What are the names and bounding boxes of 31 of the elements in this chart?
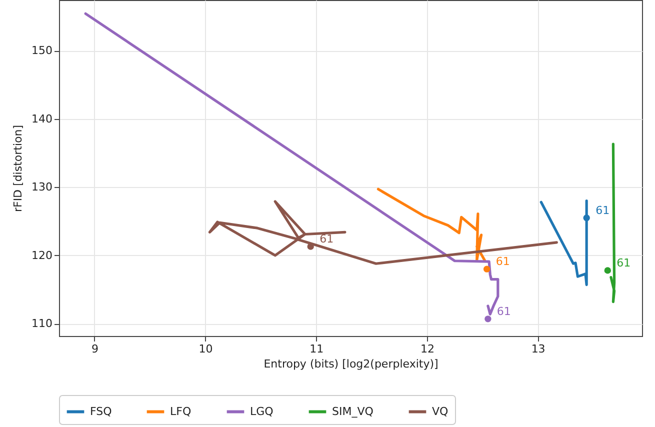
legend-label: FSQ [90,404,112,418]
annotation: 61 [320,232,334,246]
annotation: 61 [616,256,631,270]
annotation: 61 [496,255,510,268]
y-tick-label: 110 [32,317,52,330]
line-series [610,142,616,304]
point [583,214,590,222]
y-tick-label: 120 [32,248,52,262]
annotation: 61 [496,304,511,318]
x-tick-label: 13 [531,342,546,356]
x-tick-label: 9 [91,342,98,356]
point [307,243,314,250]
legend-label: LGQ [250,404,274,418]
point [484,316,492,322]
x-tick-label: 10 [198,342,213,356]
point [483,266,490,272]
annotation: 61 [596,204,610,217]
legend-label: LFQ [170,404,192,418]
x-tick-label: 11 [310,342,324,356]
line-series [208,200,558,265]
legend-label: SIM_VQ [332,404,374,418]
x-tick-label: 12 [420,342,434,356]
line-series [376,188,486,262]
y-axis-title: rFID [distortion] [12,124,25,212]
x-axis-title: Entropy (bits) [log2(perplexity)] [264,358,438,370]
y-tick-label: 140 [32,112,52,126]
y-tick-label: 130 [32,180,52,194]
legend-label: VQ [432,404,449,418]
point [604,267,611,274]
y-tick-label: 150 [32,44,52,58]
line-series [540,199,588,286]
